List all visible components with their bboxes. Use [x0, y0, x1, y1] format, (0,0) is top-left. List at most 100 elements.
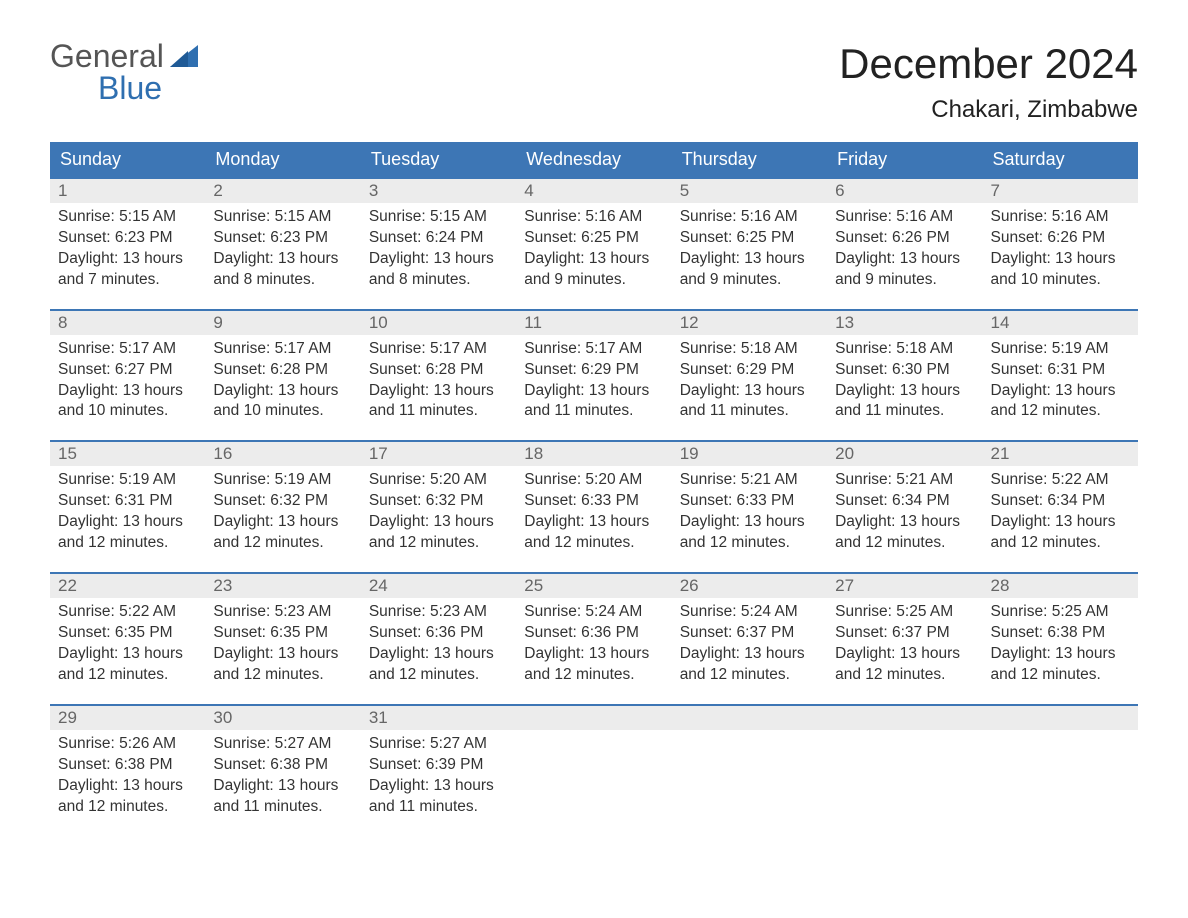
day-body: Sunrise: 5:20 AMSunset: 6:33 PMDaylight:…	[516, 466, 671, 560]
day-body: Sunrise: 5:21 AMSunset: 6:34 PMDaylight:…	[827, 466, 982, 560]
sunset-line: Sunset: 6:26 PM	[991, 228, 1132, 249]
daylight-line: Daylight: 13 hours and 12 minutes.	[524, 512, 665, 554]
day-number: 30	[205, 706, 360, 730]
sunrise-line: Sunrise: 5:15 AM	[58, 207, 199, 228]
sunset-line: Sunset: 6:34 PM	[835, 491, 976, 512]
daylight-line: Daylight: 13 hours and 12 minutes.	[369, 644, 510, 686]
day-cell: 26Sunrise: 5:24 AMSunset: 6:37 PMDayligh…	[672, 574, 827, 692]
day-cell: 23Sunrise: 5:23 AMSunset: 6:35 PMDayligh…	[205, 574, 360, 692]
day-number: 15	[50, 442, 205, 466]
day-cell: 4Sunrise: 5:16 AMSunset: 6:25 PMDaylight…	[516, 179, 671, 297]
day-number: 23	[205, 574, 360, 598]
sunrise-line: Sunrise: 5:22 AM	[991, 470, 1132, 491]
day-number: 4	[516, 179, 671, 203]
sunset-line: Sunset: 6:31 PM	[991, 360, 1132, 381]
day-body: Sunrise: 5:17 AMSunset: 6:28 PMDaylight:…	[361, 335, 516, 429]
daylight-line: Daylight: 13 hours and 12 minutes.	[680, 644, 821, 686]
day-number	[672, 706, 827, 730]
day-body: Sunrise: 5:27 AMSunset: 6:38 PMDaylight:…	[205, 730, 360, 824]
day-body: Sunrise: 5:25 AMSunset: 6:37 PMDaylight:…	[827, 598, 982, 692]
sunrise-line: Sunrise: 5:25 AM	[835, 602, 976, 623]
daylight-line: Daylight: 13 hours and 11 minutes.	[369, 776, 510, 818]
daylight-line: Daylight: 13 hours and 12 minutes.	[835, 512, 976, 554]
sunset-line: Sunset: 6:28 PM	[213, 360, 354, 381]
day-cell: 11Sunrise: 5:17 AMSunset: 6:29 PMDayligh…	[516, 311, 671, 429]
day-cell: 21Sunrise: 5:22 AMSunset: 6:34 PMDayligh…	[983, 442, 1138, 560]
sunset-line: Sunset: 6:36 PM	[369, 623, 510, 644]
sunrise-line: Sunrise: 5:16 AM	[991, 207, 1132, 228]
sunset-line: Sunset: 6:23 PM	[58, 228, 199, 249]
sunrise-line: Sunrise: 5:17 AM	[58, 339, 199, 360]
day-cell	[983, 706, 1138, 824]
day-body: Sunrise: 5:22 AMSunset: 6:35 PMDaylight:…	[50, 598, 205, 692]
daylight-line: Daylight: 13 hours and 9 minutes.	[524, 249, 665, 291]
day-cell: 8Sunrise: 5:17 AMSunset: 6:27 PMDaylight…	[50, 311, 205, 429]
day-cell	[516, 706, 671, 824]
day-body: Sunrise: 5:27 AMSunset: 6:39 PMDaylight:…	[361, 730, 516, 824]
sunset-line: Sunset: 6:32 PM	[213, 491, 354, 512]
sunrise-line: Sunrise: 5:18 AM	[835, 339, 976, 360]
day-number: 25	[516, 574, 671, 598]
day-number: 26	[672, 574, 827, 598]
sunset-line: Sunset: 6:28 PM	[369, 360, 510, 381]
day-body: Sunrise: 5:24 AMSunset: 6:36 PMDaylight:…	[516, 598, 671, 692]
day-number: 6	[827, 179, 982, 203]
day-cell	[827, 706, 982, 824]
sunrise-line: Sunrise: 5:17 AM	[213, 339, 354, 360]
day-body: Sunrise: 5:26 AMSunset: 6:38 PMDaylight:…	[50, 730, 205, 824]
day-number: 31	[361, 706, 516, 730]
daylight-line: Daylight: 13 hours and 12 minutes.	[524, 644, 665, 686]
day-body: Sunrise: 5:21 AMSunset: 6:33 PMDaylight:…	[672, 466, 827, 560]
daylight-line: Daylight: 13 hours and 12 minutes.	[991, 381, 1132, 423]
day-cell: 31Sunrise: 5:27 AMSunset: 6:39 PMDayligh…	[361, 706, 516, 824]
day-cell	[672, 706, 827, 824]
day-cell: 24Sunrise: 5:23 AMSunset: 6:36 PMDayligh…	[361, 574, 516, 692]
day-body: Sunrise: 5:19 AMSunset: 6:31 PMDaylight:…	[50, 466, 205, 560]
day-number: 27	[827, 574, 982, 598]
calendar-week: 8Sunrise: 5:17 AMSunset: 6:27 PMDaylight…	[50, 309, 1138, 429]
daylight-line: Daylight: 13 hours and 12 minutes.	[991, 512, 1132, 554]
daylight-line: Daylight: 13 hours and 11 minutes.	[369, 381, 510, 423]
calendar: SundayMondayTuesdayWednesdayThursdayFrid…	[50, 142, 1138, 823]
daylight-line: Daylight: 13 hours and 12 minutes.	[58, 512, 199, 554]
day-body: Sunrise: 5:17 AMSunset: 6:27 PMDaylight:…	[50, 335, 205, 429]
day-body: Sunrise: 5:15 AMSunset: 6:24 PMDaylight:…	[361, 203, 516, 297]
daylight-line: Daylight: 13 hours and 10 minutes.	[213, 381, 354, 423]
sunset-line: Sunset: 6:31 PM	[58, 491, 199, 512]
day-number: 7	[983, 179, 1138, 203]
daylight-line: Daylight: 13 hours and 8 minutes.	[369, 249, 510, 291]
day-cell: 5Sunrise: 5:16 AMSunset: 6:25 PMDaylight…	[672, 179, 827, 297]
day-number: 2	[205, 179, 360, 203]
day-cell: 15Sunrise: 5:19 AMSunset: 6:31 PMDayligh…	[50, 442, 205, 560]
sunset-line: Sunset: 6:24 PM	[369, 228, 510, 249]
daylight-line: Daylight: 13 hours and 8 minutes.	[213, 249, 354, 291]
day-number: 9	[205, 311, 360, 335]
sunrise-line: Sunrise: 5:25 AM	[991, 602, 1132, 623]
day-body: Sunrise: 5:24 AMSunset: 6:37 PMDaylight:…	[672, 598, 827, 692]
day-number: 22	[50, 574, 205, 598]
day-body: Sunrise: 5:22 AMSunset: 6:34 PMDaylight:…	[983, 466, 1138, 560]
day-cell: 19Sunrise: 5:21 AMSunset: 6:33 PMDayligh…	[672, 442, 827, 560]
day-body: Sunrise: 5:16 AMSunset: 6:26 PMDaylight:…	[827, 203, 982, 297]
daylight-line: Daylight: 13 hours and 9 minutes.	[680, 249, 821, 291]
logo: General Blue	[50, 40, 198, 104]
sunrise-line: Sunrise: 5:19 AM	[58, 470, 199, 491]
sunset-line: Sunset: 6:23 PM	[213, 228, 354, 249]
dayname: Sunday	[50, 142, 205, 177]
day-cell: 6Sunrise: 5:16 AMSunset: 6:26 PMDaylight…	[827, 179, 982, 297]
sunrise-line: Sunrise: 5:21 AM	[680, 470, 821, 491]
sunset-line: Sunset: 6:34 PM	[991, 491, 1132, 512]
sunset-line: Sunset: 6:29 PM	[524, 360, 665, 381]
sunrise-line: Sunrise: 5:20 AM	[369, 470, 510, 491]
day-cell: 16Sunrise: 5:19 AMSunset: 6:32 PMDayligh…	[205, 442, 360, 560]
sunrise-line: Sunrise: 5:23 AM	[213, 602, 354, 623]
daylight-line: Daylight: 13 hours and 12 minutes.	[991, 644, 1132, 686]
day-cell: 3Sunrise: 5:15 AMSunset: 6:24 PMDaylight…	[361, 179, 516, 297]
calendar-week: 29Sunrise: 5:26 AMSunset: 6:38 PMDayligh…	[50, 704, 1138, 824]
sunset-line: Sunset: 6:36 PM	[524, 623, 665, 644]
sunrise-line: Sunrise: 5:15 AM	[369, 207, 510, 228]
day-body: Sunrise: 5:18 AMSunset: 6:30 PMDaylight:…	[827, 335, 982, 429]
day-number: 10	[361, 311, 516, 335]
day-number: 18	[516, 442, 671, 466]
sunrise-line: Sunrise: 5:27 AM	[213, 734, 354, 755]
